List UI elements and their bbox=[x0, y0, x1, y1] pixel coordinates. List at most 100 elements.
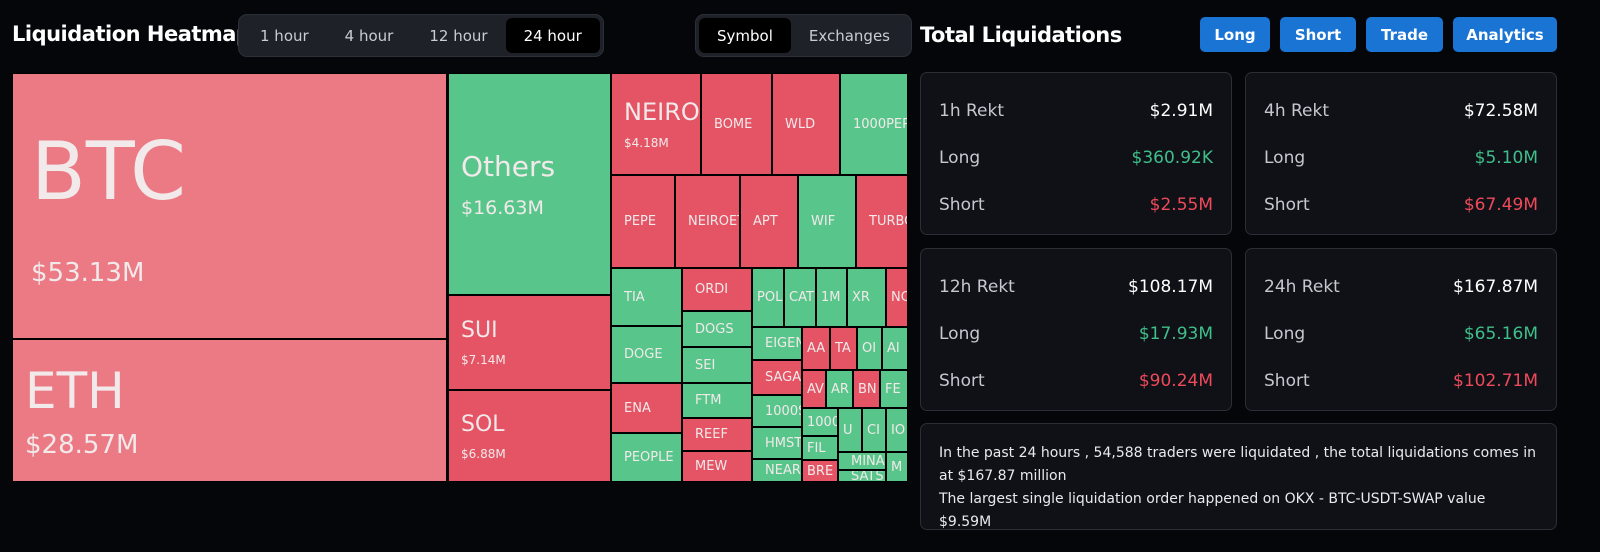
tile-bome[interactable]: BOME bbox=[701, 73, 772, 175]
long-value: $65.16M bbox=[1463, 323, 1538, 344]
short-value: $90.24M bbox=[1138, 370, 1213, 391]
tab-12-hour[interactable]: 12 hour bbox=[429, 26, 488, 45]
tile-symbol: IO bbox=[891, 422, 906, 438]
tile-symbol: WIF bbox=[811, 214, 836, 229]
tile-btc[interactable]: BTC $53.13M bbox=[12, 73, 447, 339]
tile-symbol: PEPE bbox=[624, 214, 657, 229]
tile-wld[interactable]: WLD bbox=[772, 73, 840, 175]
tile-symbol: MINA bbox=[851, 453, 885, 469]
tile-ordi[interactable]: ORDI bbox=[682, 268, 752, 311]
tile-reef[interactable]: REEF bbox=[682, 418, 752, 451]
tile-eigen[interactable]: EIGEN bbox=[752, 327, 802, 360]
tile-1000s[interactable]: 1000S bbox=[752, 395, 802, 427]
tile-symbol: REEF bbox=[695, 427, 728, 442]
tile-no[interactable]: NO bbox=[886, 268, 908, 327]
tile-saga[interactable]: SAGA bbox=[752, 360, 802, 395]
short-value: $67.49M bbox=[1463, 194, 1538, 215]
trade-button[interactable]: Trade bbox=[1366, 17, 1443, 52]
tab-symbol[interactable]: Symbol bbox=[699, 18, 791, 53]
tile-symbol: NEIROETH bbox=[688, 214, 739, 229]
tile-mew[interactable]: MEW bbox=[682, 451, 752, 482]
tile-fe[interactable]: FE bbox=[880, 370, 908, 408]
tile-sats[interactable]: SATS bbox=[838, 470, 886, 482]
tile-fil[interactable]: FIL bbox=[802, 436, 838, 460]
tile-near[interactable]: NEAR bbox=[752, 459, 802, 482]
short-label: Short bbox=[939, 370, 985, 391]
tile-bre[interactable]: BRE bbox=[802, 460, 838, 482]
tile-value: $7.14M bbox=[461, 353, 506, 367]
analytics-button[interactable]: Analytics bbox=[1453, 17, 1557, 52]
long-button[interactable]: Long bbox=[1200, 17, 1270, 52]
tile-ci[interactable]: CI bbox=[862, 408, 886, 452]
tile-people[interactable]: PEOPLE bbox=[611, 433, 682, 482]
rekt-card-1h: 1h Rekt $2.91M Long $360.92K Short $2.55M bbox=[920, 72, 1232, 235]
tile-symbol: TIA bbox=[624, 289, 645, 305]
tile-av[interactable]: AV bbox=[802, 370, 826, 408]
tile-sol[interactable]: SOL $6.88M bbox=[448, 390, 611, 482]
tile-oi[interactable]: OI bbox=[857, 327, 882, 370]
tile-ar[interactable]: AR bbox=[826, 370, 853, 408]
tile-doge[interactable]: DOGE bbox=[611, 326, 682, 383]
tile-value: $16.63M bbox=[461, 196, 544, 219]
tile-1m[interactable]: 1M bbox=[816, 268, 847, 327]
tile-sei[interactable]: SEI bbox=[682, 347, 752, 383]
tile-symbol: SUI bbox=[461, 318, 498, 343]
tile-ftm[interactable]: FTM bbox=[682, 383, 752, 418]
tile-xr[interactable]: XR bbox=[847, 268, 886, 327]
tile-apt[interactable]: APT bbox=[740, 175, 798, 268]
tab-24-hour[interactable]: 24 hour bbox=[505, 18, 600, 53]
tile-turbo[interactable]: TURBO bbox=[856, 175, 908, 268]
tile-symbol: EIGEN bbox=[765, 336, 802, 351]
tile-others[interactable]: Others $16.63M bbox=[448, 73, 611, 295]
tile-symbol: FE bbox=[885, 381, 901, 397]
tile-ai[interactable]: AI bbox=[882, 327, 908, 370]
tile-m[interactable]: M bbox=[886, 452, 908, 482]
tile-symbol: CAT bbox=[789, 290, 814, 305]
long-value: $17.93M bbox=[1138, 323, 1213, 344]
short-label: Short bbox=[939, 194, 985, 215]
tab-1-hour[interactable]: 1 hour bbox=[260, 26, 309, 45]
summary-line-2: The largest single liquidation order hap… bbox=[939, 491, 1486, 530]
tile-symbol: AI bbox=[887, 341, 900, 356]
short-value: $2.55M bbox=[1149, 194, 1213, 215]
tile-u[interactable]: U bbox=[838, 408, 862, 452]
tile-ena[interactable]: ENA bbox=[611, 383, 682, 433]
long-value: $5.10M bbox=[1474, 147, 1538, 168]
tile-pepe[interactable]: PEPE bbox=[611, 175, 675, 268]
tile-symbol: FIL bbox=[807, 440, 826, 456]
tile-pol[interactable]: POL bbox=[752, 268, 784, 327]
tile-bn[interactable]: BN bbox=[853, 370, 880, 408]
liquidation-summary: In the past 24 hours , 54,588 traders we… bbox=[920, 423, 1557, 530]
tab-4-hour[interactable]: 4 hour bbox=[344, 26, 394, 45]
tile-symbol: WLD bbox=[785, 116, 816, 132]
card-total: $72.58M bbox=[1463, 100, 1538, 121]
tile-dogs[interactable]: DOGS bbox=[682, 311, 752, 347]
short-label: Short bbox=[1264, 370, 1310, 391]
long-value: $360.92K bbox=[1131, 147, 1213, 168]
tile-ta[interactable]: TA bbox=[830, 327, 857, 370]
tile-symbol: TA bbox=[835, 341, 851, 356]
tile-cat[interactable]: CAT bbox=[784, 268, 816, 327]
tile-wif[interactable]: WIF bbox=[798, 175, 856, 268]
tile-symbol: 1M bbox=[821, 290, 841, 305]
card-total: $108.17M bbox=[1128, 276, 1213, 297]
short-button[interactable]: Short bbox=[1280, 17, 1356, 52]
tile-symbol: ETH bbox=[25, 361, 125, 420]
tile-1000[interactable]: 1000 bbox=[802, 408, 838, 436]
tile-neiro[interactable]: NEIRO $4.18M bbox=[611, 73, 701, 175]
tile-sui[interactable]: SUI $7.14M bbox=[448, 295, 611, 390]
tile-aa[interactable]: AA bbox=[802, 327, 830, 370]
tile-eth[interactable]: ETH $28.57M bbox=[12, 339, 447, 482]
tile-symbol: TURBO bbox=[869, 214, 907, 229]
tab-exchanges[interactable]: Exchanges bbox=[808, 26, 890, 45]
tile-hmst[interactable]: HMST bbox=[752, 427, 802, 459]
tile-tia[interactable]: TIA bbox=[611, 268, 682, 326]
tile-value: $28.57M bbox=[25, 429, 139, 460]
tile-io[interactable]: IO bbox=[886, 408, 908, 452]
tile-value: $6.88M bbox=[461, 446, 506, 461]
tile-mina[interactable]: MINA bbox=[838, 452, 886, 470]
tile-neiroeth[interactable]: NEIROETH bbox=[675, 175, 740, 268]
card-title: 1h Rekt bbox=[939, 100, 1005, 121]
rekt-card-24h: 24h Rekt $167.87M Long $65.16M Short $102.7… bbox=[1245, 248, 1557, 411]
